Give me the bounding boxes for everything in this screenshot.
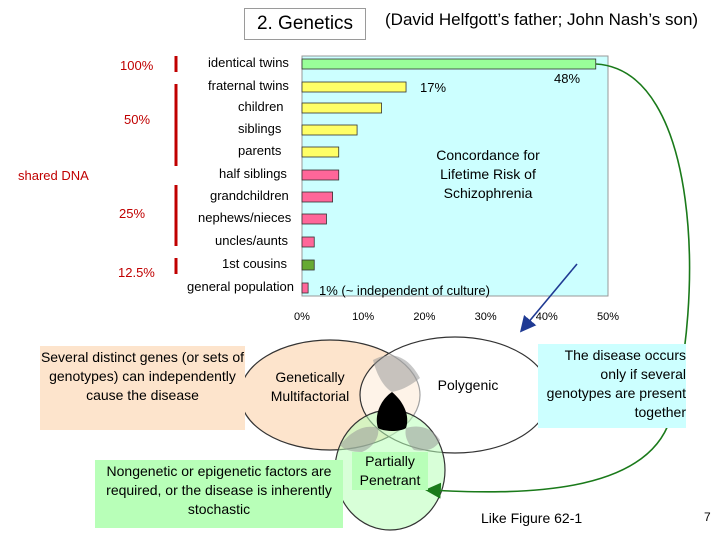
x-tick-label: 40%	[535, 311, 558, 323]
venn-overlap-multifactorial-polygenic	[373, 355, 420, 392]
bar-group	[301, 58, 597, 294]
shared-dna-100: 100%	[120, 58, 154, 73]
bar-identical-twins	[301, 58, 597, 70]
x-tick-label: 30%	[474, 311, 497, 323]
shared-dna-12: 12.5%	[118, 265, 155, 280]
bar-half-siblings	[301, 169, 340, 181]
category-label-1st-cousins: 1st cousins	[222, 256, 288, 271]
category-label-fraternal-twins: fraternal twins	[208, 78, 289, 93]
x-tick-label: 50%	[596, 311, 620, 323]
bar-parents	[301, 146, 340, 158]
x-tick-label: 0%	[294, 311, 310, 323]
category-label-siblings: siblings	[238, 121, 282, 136]
blue-arrow	[519, 269, 573, 333]
bar-fraternal-twins	[301, 81, 407, 93]
x-tick-label: 20%	[413, 311, 436, 323]
category-label-nephews-nieces: nephews/nieces	[198, 210, 292, 225]
shared-dna-label: shared DNA	[18, 168, 89, 183]
x-tick-label: 10%	[352, 311, 375, 323]
venn-label-partially-penetrant: Partially Penetrant	[352, 452, 428, 490]
bar-1st-cousins	[301, 259, 315, 271]
category-label-grandchildren: grandchildren	[210, 188, 289, 203]
bar-siblings	[301, 124, 358, 136]
shared-dna-50: 50%	[124, 112, 151, 127]
category-label-children: children	[238, 99, 284, 114]
bar-nephews-nieces	[301, 213, 327, 225]
bar-grandchildren	[301, 191, 334, 203]
bar-children	[301, 102, 382, 114]
bar-general-population	[301, 282, 309, 294]
venn-overlap-multifactorial-penetrant	[340, 426, 379, 452]
category-label-general-population: general population	[187, 279, 294, 294]
data-label-fraternal-twins: 17%	[420, 80, 447, 95]
page-title: 2. Genetics	[244, 8, 366, 40]
category-label-parents: parents	[238, 143, 282, 158]
page-number: 7	[704, 510, 711, 524]
figure-reference: Like Figure 62-1	[481, 510, 583, 526]
nongenetic-box: Nongenetic or epigenetic factors are req…	[95, 460, 343, 528]
category-label-identical-twins: identical twins	[208, 55, 289, 70]
category-label-uncles-aunts: uncles/aunts	[215, 233, 288, 248]
venn-label-genetically-multifactorial: Genetically Multifactorial	[270, 369, 350, 404]
several-genotypes-box: The disease occurs only if several genot…	[538, 344, 686, 428]
concordance-annotation: Concordance for Lifetime Risk of Schizop…	[436, 147, 540, 201]
data-label-general-population: 1% (~ independent of culture)	[319, 283, 490, 298]
data-label-identical-twins: 48%	[554, 71, 581, 86]
venn-center-black	[376, 392, 408, 431]
shared-dna-25: 25%	[119, 206, 146, 221]
bar-uncles-aunts	[301, 236, 315, 248]
plot-area	[301, 55, 609, 297]
blue-arrow-lead	[571, 263, 578, 271]
distinct-genes-box: Several distinct genes (or sets of genot…	[40, 346, 245, 430]
venn-overlap-polygenic-penetrant	[405, 426, 440, 451]
page-subtitle: (David Helfgott’s father; John Nash’s so…	[385, 10, 699, 29]
venn-label-polygenic: Polygenic	[437, 377, 499, 393]
category-label-half-siblings: half siblings	[219, 166, 287, 181]
